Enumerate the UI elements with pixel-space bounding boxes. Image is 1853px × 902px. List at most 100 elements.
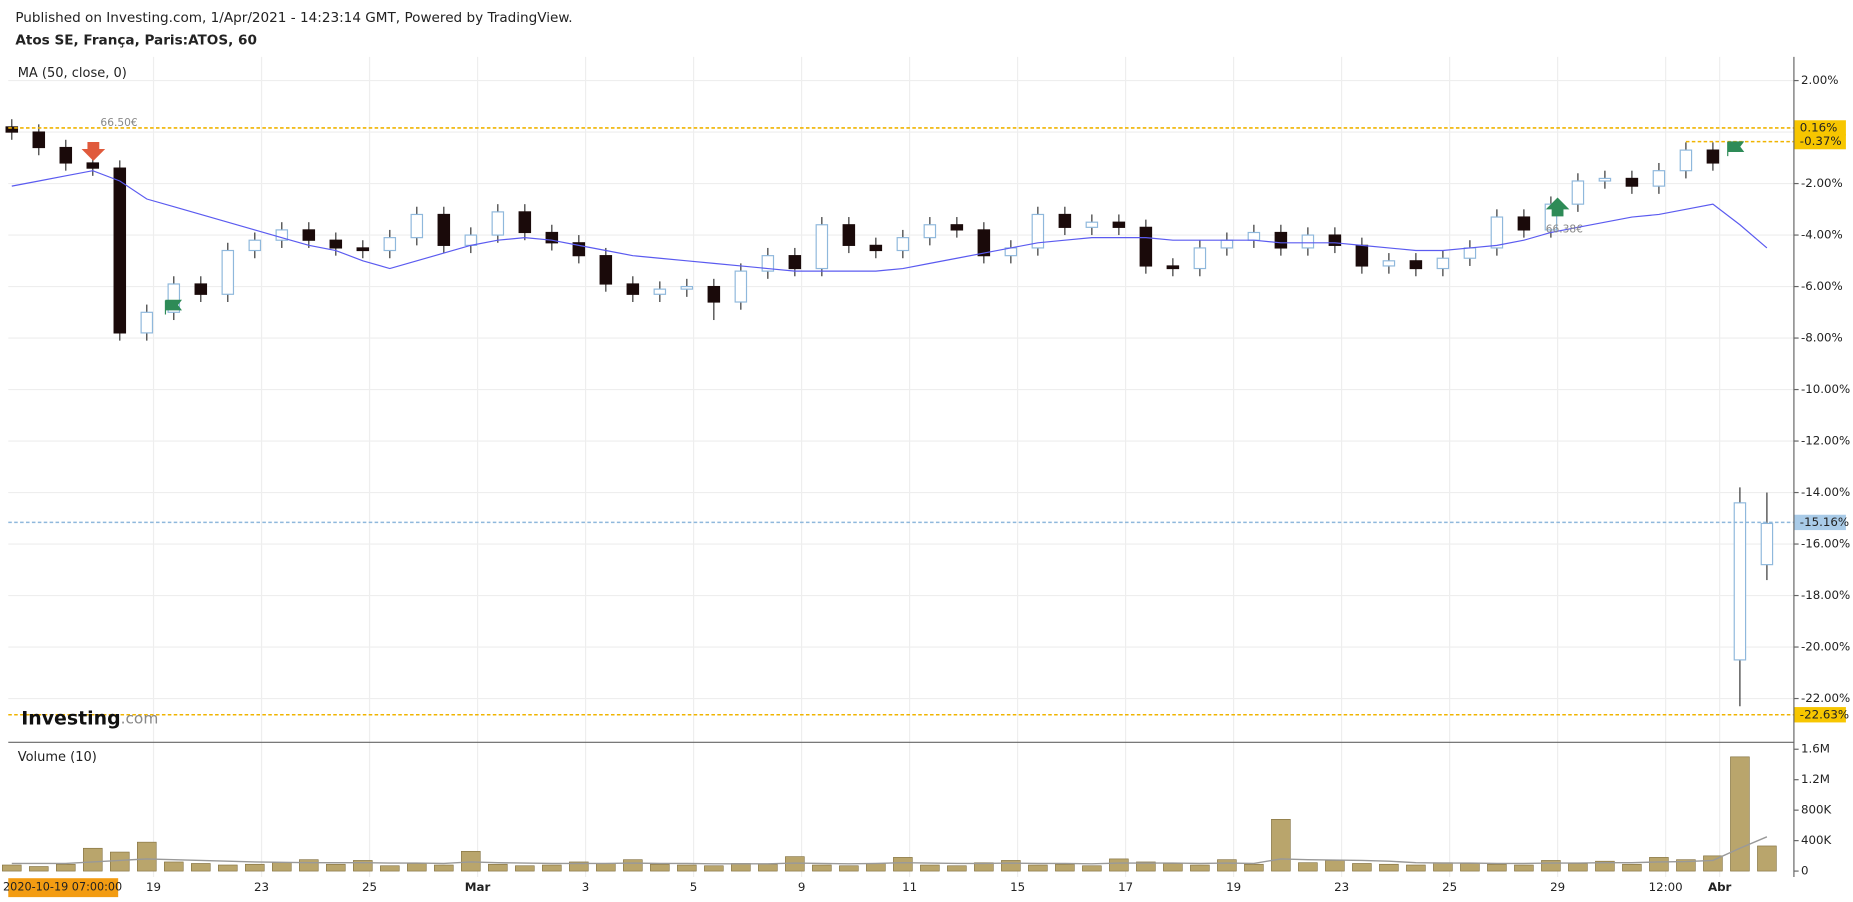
volume-bar xyxy=(866,863,886,872)
volume-bar xyxy=(110,851,130,872)
buy-arrow xyxy=(1545,197,1570,217)
volume-bar xyxy=(947,865,967,872)
candle-body xyxy=(302,229,316,241)
y-tick-label: 1.6M xyxy=(1801,742,1830,756)
candle-body xyxy=(167,283,181,313)
watermark: Investing.com xyxy=(21,707,158,729)
candle-body xyxy=(788,255,802,270)
volume-bar xyxy=(1568,863,1588,872)
volume-bar xyxy=(1028,864,1048,872)
candle-body xyxy=(1220,239,1234,249)
price-label: -15.16% xyxy=(1800,515,1849,529)
volume-bar xyxy=(569,861,589,872)
volume-bar xyxy=(353,860,373,872)
price-label: 0.16% xyxy=(1800,120,1837,134)
candle-body xyxy=(410,213,424,239)
volume-bar xyxy=(1730,756,1750,872)
candle-body xyxy=(1166,265,1180,270)
y-tick-label: -12.00% xyxy=(1801,434,1850,448)
volume-bar xyxy=(596,863,616,872)
volume-bar xyxy=(461,850,481,872)
volume-bar xyxy=(1487,863,1507,872)
price-label-bg xyxy=(1793,514,1846,531)
candle-body xyxy=(194,283,208,295)
y-tick-label: -4.00% xyxy=(1801,228,1843,242)
volume-bar xyxy=(488,863,508,872)
y-tick-label: 400K xyxy=(1801,833,1832,847)
candle-body xyxy=(248,239,262,252)
volume-bar xyxy=(1136,861,1156,872)
candle-body xyxy=(923,224,937,239)
y-tick-label: 800K xyxy=(1801,803,1832,817)
volume-bar xyxy=(1379,863,1399,872)
candle-body xyxy=(1679,149,1693,172)
candle-body xyxy=(761,255,775,272)
start-label: 2020-10-19 07:00:00 xyxy=(3,881,122,894)
candle-body xyxy=(221,249,235,295)
volume-bar xyxy=(1514,864,1534,872)
candle-body xyxy=(815,224,829,270)
watermark-main: Investing xyxy=(21,707,120,729)
candle-body xyxy=(1193,247,1207,270)
volume-bar xyxy=(1298,862,1318,872)
volume-bar xyxy=(191,863,211,872)
volume-bar xyxy=(1190,864,1210,872)
candle-body xyxy=(1571,180,1585,205)
candle-body xyxy=(896,237,910,252)
moving-average xyxy=(11,170,1768,272)
volume-bar xyxy=(1244,863,1264,872)
x-tick-label: 12:00 xyxy=(1649,880,1683,894)
volume-bar xyxy=(1433,862,1453,872)
candle-body xyxy=(680,285,694,290)
candle-body xyxy=(707,285,721,303)
volume-bar xyxy=(758,863,778,872)
volume-bar xyxy=(380,865,400,872)
candle-body xyxy=(1139,226,1153,267)
candle-body xyxy=(842,224,856,246)
published-note: Published on Investing.com, 1/Apr/2021 -… xyxy=(15,10,572,26)
x-tick-label: 5 xyxy=(690,880,698,894)
volume-bar xyxy=(272,862,292,872)
candle-body xyxy=(1625,177,1639,187)
candle-body xyxy=(1328,234,1342,246)
y-tick-label: -8.00% xyxy=(1801,331,1843,345)
y-tick-label: 0 xyxy=(1801,864,1809,878)
candle-body xyxy=(491,211,505,236)
x-tick-label: 29 xyxy=(1550,880,1565,894)
y-tick-label: -18.00% xyxy=(1801,588,1850,602)
volume-bar xyxy=(83,847,103,872)
volume-bar xyxy=(1352,863,1372,872)
volume-bar xyxy=(1109,858,1129,872)
annotation: 66.38€ xyxy=(1546,222,1583,235)
candle-body xyxy=(275,229,289,241)
x-tick-label: 9 xyxy=(798,880,806,894)
volume-bar xyxy=(1217,859,1237,872)
candle-body xyxy=(1706,149,1720,164)
volume-bar xyxy=(2,864,22,872)
x-tick-label: 11 xyxy=(902,880,917,894)
candle-body xyxy=(329,239,343,249)
volume-bar xyxy=(164,861,184,872)
watermark-suffix: .com xyxy=(121,709,159,727)
volume-average xyxy=(11,836,1768,865)
volume-bar xyxy=(812,864,832,872)
volume-bar xyxy=(893,857,913,872)
flag xyxy=(1727,141,1745,157)
volume-bar xyxy=(245,863,265,872)
candle-body xyxy=(518,211,532,234)
volume-bar xyxy=(731,863,751,872)
volume-bar xyxy=(1055,863,1075,872)
candle-body xyxy=(869,244,883,252)
candle-body xyxy=(977,229,991,257)
volume-bar xyxy=(1541,860,1561,872)
candle-body xyxy=(1544,203,1558,231)
candle-body xyxy=(1058,213,1072,228)
volume-bar xyxy=(1622,863,1642,872)
candle-body xyxy=(464,234,478,246)
candle-body xyxy=(1436,257,1450,270)
candle-body xyxy=(1247,231,1261,241)
volume-bar xyxy=(650,863,670,872)
start-label-bg xyxy=(8,878,119,898)
